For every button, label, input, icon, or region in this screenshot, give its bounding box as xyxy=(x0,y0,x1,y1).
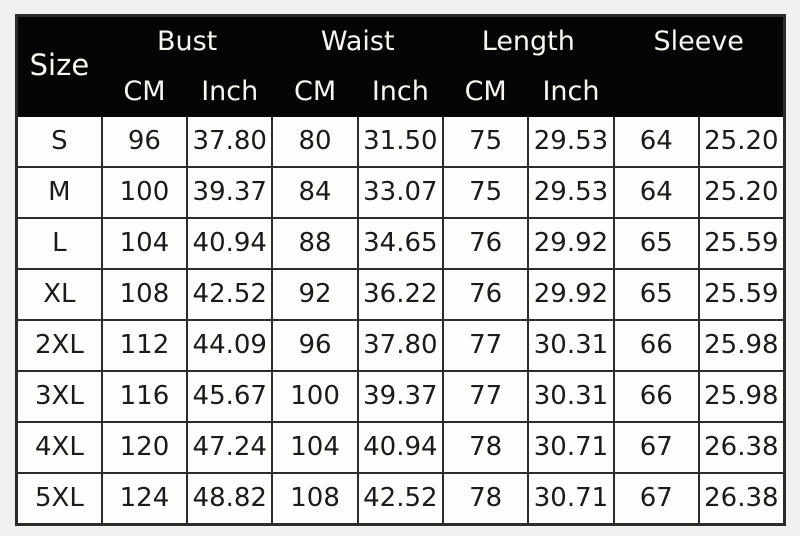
size-cell: M xyxy=(15,166,103,219)
measurement-cell: 29.53 xyxy=(527,115,615,168)
measurement-cell: 84 xyxy=(271,166,359,219)
measurement-cell: 40.94 xyxy=(356,421,445,474)
measurement-cell: 45.67 xyxy=(186,370,274,423)
measurement-cell: 30.31 xyxy=(527,319,615,372)
size-cell: L xyxy=(15,217,103,270)
table-row: 4XL 120 47.24 104 40.94 78 30.71 67 26.38 xyxy=(15,421,786,474)
size-cell: 3XL xyxy=(15,370,103,423)
measurement-cell: 100 xyxy=(271,370,359,423)
measurement-cell: 25.59 xyxy=(697,217,786,270)
measurement-cell: 25.98 xyxy=(697,370,786,423)
measurement-cell: 25.20 xyxy=(697,166,786,219)
size-cell: 2XL xyxy=(15,319,103,372)
measurement-cell: 26.38 xyxy=(697,421,786,474)
table-row: L 104 40.94 88 34.65 76 29.92 65 25.59 xyxy=(15,217,786,270)
measurement-cell: 108 xyxy=(100,268,189,321)
measurement-cell: 34.65 xyxy=(356,217,445,270)
measurement-cell: 67 xyxy=(612,421,700,474)
measurement-cell: 47.24 xyxy=(186,421,274,474)
measurement-cell: 65 xyxy=(612,217,700,270)
measurement-cell: 36.22 xyxy=(356,268,445,321)
size-cell: S xyxy=(15,115,103,168)
size-chart: Size Bust Waist Length Sleeve CM Inch CM… xyxy=(15,14,786,526)
measurement-cell: 25.59 xyxy=(697,268,786,321)
measurement-cell: 100 xyxy=(100,166,189,219)
measurement-cell: 25.20 xyxy=(697,115,786,168)
measurement-cell: 77 xyxy=(442,319,530,372)
table-row: S 96 37.80 80 31.50 75 29.53 64 25.20 xyxy=(15,115,786,168)
measurement-cell: 104 xyxy=(271,421,359,474)
measurement-cell: 39.37 xyxy=(186,166,274,219)
table-row: 2XL 112 44.09 96 37.80 77 30.31 66 25.98 xyxy=(15,319,786,372)
measurement-cell: 116 xyxy=(100,370,189,423)
size-chart-body: S 96 37.80 80 31.50 75 29.53 64 25.20 M 100 39.37 84… xyxy=(15,115,786,526)
waist-inch-header: Inch xyxy=(356,67,445,117)
sleeve-group-header: Sleeve xyxy=(612,14,786,69)
measurement-cell: 30.71 xyxy=(527,472,615,526)
measurement-cell: 25.98 xyxy=(697,319,786,372)
measurement-cell: 48.82 xyxy=(186,472,274,526)
size-cell: 4XL xyxy=(15,421,103,474)
length-inch-header: Inch xyxy=(527,67,615,117)
bust-cm-header: CM xyxy=(100,67,189,117)
measurement-cell: 78 xyxy=(442,421,530,474)
measurement-cell: 29.53 xyxy=(527,166,615,219)
size-chart-table: Size Bust Waist Length Sleeve CM Inch CM… xyxy=(15,14,786,526)
measurement-cell: 66 xyxy=(612,370,700,423)
table-row: M 100 39.37 84 33.07 75 29.53 64 25.20 xyxy=(15,166,786,219)
measurement-cell: 42.52 xyxy=(186,268,274,321)
measurement-cell: 30.71 xyxy=(527,421,615,474)
measurement-cell: 64 xyxy=(612,115,700,168)
measurement-cell: 75 xyxy=(442,115,530,168)
sleeve-cm-header xyxy=(612,67,700,117)
measurement-cell: 76 xyxy=(442,268,530,321)
measurement-cell: 64 xyxy=(612,166,700,219)
bust-group-header: Bust xyxy=(100,14,274,69)
measurement-cell: 92 xyxy=(271,268,359,321)
table-row: 3XL 116 45.67 100 39.37 77 30.31 66 25.98 xyxy=(15,370,786,423)
measurement-cell: 112 xyxy=(100,319,189,372)
measurement-cell: 42.52 xyxy=(356,472,445,526)
bust-inch-header: Inch xyxy=(186,67,274,117)
measurement-cell: 88 xyxy=(271,217,359,270)
measurement-cell: 26.38 xyxy=(697,472,786,526)
measurement-cell: 37.80 xyxy=(186,115,274,168)
size-chart-header: Size Bust Waist Length Sleeve CM Inch CM… xyxy=(15,14,786,117)
length-group-header: Length xyxy=(442,14,615,69)
measurement-cell: 65 xyxy=(612,268,700,321)
unit-header-row: CM Inch CM Inch CM Inch xyxy=(17,67,786,117)
measurement-cell: 30.31 xyxy=(527,370,615,423)
measurement-cell: 108 xyxy=(271,472,359,526)
measurement-cell: 31.50 xyxy=(356,115,445,168)
measurement-cell: 120 xyxy=(100,421,189,474)
sleeve-inch-header xyxy=(697,67,786,117)
length-cm-header: CM xyxy=(442,67,530,117)
measurement-cell: 37.80 xyxy=(356,319,445,372)
measurement-cell: 75 xyxy=(442,166,530,219)
group-header-row: Size Bust Waist Length Sleeve xyxy=(15,14,786,117)
measurement-cell: 39.37 xyxy=(356,370,445,423)
measurement-cell: 67 xyxy=(612,472,700,526)
measurement-cell: 104 xyxy=(100,217,189,270)
measurement-cell: 29.92 xyxy=(527,217,615,270)
measurement-cell: 77 xyxy=(442,370,530,423)
measurement-cell: 80 xyxy=(271,115,359,168)
size-cell: 5XL xyxy=(15,472,103,526)
measurement-cell: 76 xyxy=(442,217,530,270)
waist-group-header: Waist xyxy=(271,14,445,69)
measurement-cell: 96 xyxy=(100,115,189,168)
measurement-cell: 96 xyxy=(271,319,359,372)
table-row: 5XL 124 48.82 108 42.52 78 30.71 67 26.38 xyxy=(15,472,786,526)
size-column-header: Size xyxy=(15,14,103,117)
size-cell: XL xyxy=(15,268,103,321)
table-row: XL 108 42.52 92 36.22 76 29.92 65 25.59 xyxy=(15,268,786,321)
measurement-cell: 29.92 xyxy=(527,268,615,321)
measurement-cell: 66 xyxy=(612,319,700,372)
measurement-cell: 44.09 xyxy=(186,319,274,372)
measurement-cell: 33.07 xyxy=(356,166,445,219)
waist-cm-header: CM xyxy=(271,67,359,117)
measurement-cell: 40.94 xyxy=(186,217,274,270)
measurement-cell: 78 xyxy=(442,472,530,526)
measurement-cell: 124 xyxy=(100,472,189,526)
